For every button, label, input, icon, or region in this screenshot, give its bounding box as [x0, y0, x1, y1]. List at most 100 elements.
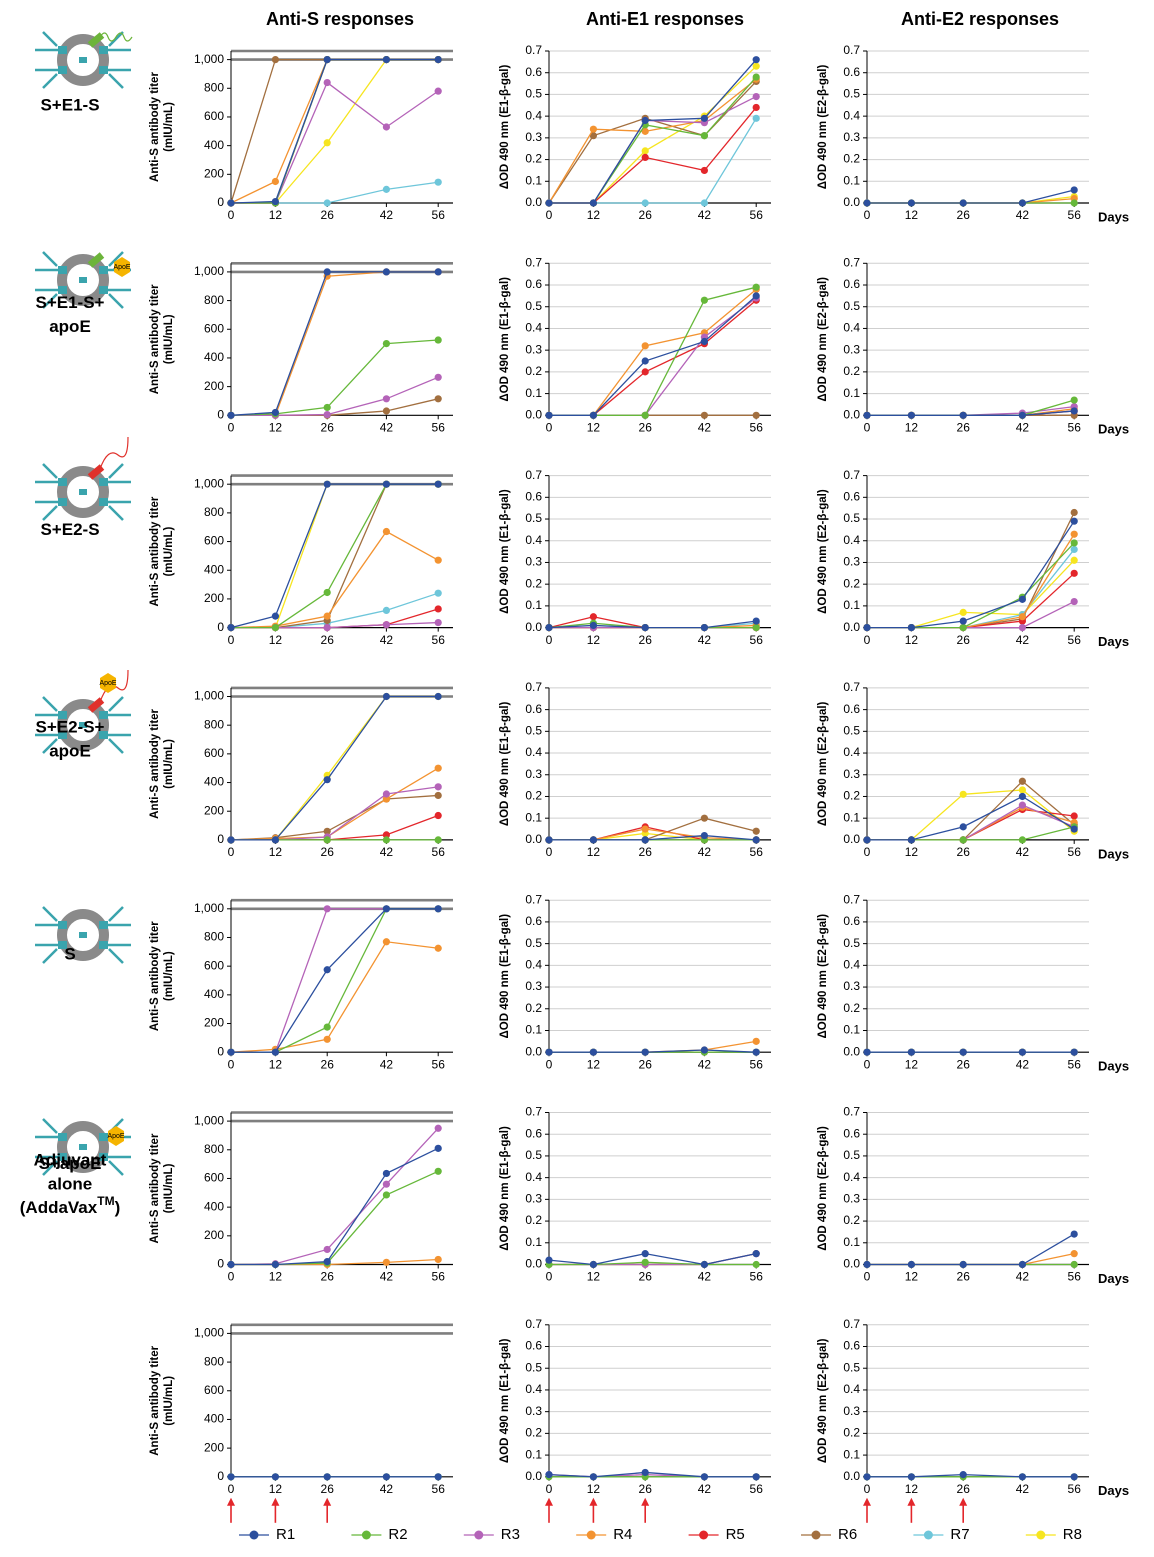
y-tick-label: 0.1 — [525, 1023, 542, 1037]
x-tick-label: 26 — [957, 1270, 971, 1284]
injection-arrowhead — [589, 1498, 597, 1506]
x-tick-label: 56 — [750, 633, 764, 647]
data-point — [753, 1261, 760, 1268]
x-tick-label: 0 — [228, 208, 235, 222]
y-tick-label: 0.4 — [843, 1170, 860, 1184]
y-axis-label: ΔOD 490 nm (E1-β-gal) — [499, 914, 511, 1039]
y-tick-label: 0.3 — [843, 342, 860, 356]
y-tick-label: 0.3 — [843, 979, 860, 993]
y-tick-label: 0.7 — [525, 1317, 542, 1331]
y-tick-label: 0.6 — [843, 1126, 860, 1140]
x-tick-label: 26 — [957, 208, 971, 222]
legend-label: R5 — [726, 1526, 745, 1543]
y-axis-label: (mIU/mL) — [163, 527, 175, 577]
y-tick-label: 0.2 — [525, 789, 542, 803]
y-tick-label: 0.4 — [843, 958, 860, 972]
x-tick-label: 26 — [321, 208, 335, 222]
x-tick-label: 12 — [587, 420, 601, 434]
y-axis-label: (mIU/mL) — [163, 739, 175, 789]
data-point — [227, 199, 234, 206]
data-point — [1019, 1473, 1026, 1480]
y-tick-label: 1,000 — [194, 689, 224, 703]
data-point — [324, 1258, 331, 1265]
series-line — [549, 66, 756, 203]
y-tick-label: 0.1 — [525, 173, 542, 187]
y-axis-label: ΔOD 490 nm (E2-β-gal) — [817, 65, 829, 190]
data-point — [435, 792, 442, 799]
y-axis-label: ΔOD 490 nm (E1-β-gal) — [499, 489, 511, 614]
y-tick-label: 0.5 — [843, 299, 860, 313]
data-point — [435, 395, 442, 402]
y-tick-label: 0.4 — [525, 321, 542, 335]
data-point — [272, 1261, 279, 1268]
data-point — [435, 905, 442, 912]
y-tick-label: 0.5 — [525, 936, 542, 950]
x-tick-label: 42 — [698, 1270, 712, 1284]
series-line — [231, 182, 438, 203]
x-tick-label: 26 — [321, 1057, 335, 1071]
x-tick-label: 26 — [639, 1482, 653, 1496]
data-point — [435, 374, 442, 381]
y-tick-label: 0.5 — [843, 724, 860, 738]
y-tick-label: 0.1 — [843, 810, 860, 824]
x-tick-label: 56 — [1068, 633, 1082, 647]
y-tick-label: 400 — [204, 350, 224, 364]
y-tick-label: 0.2 — [843, 1426, 860, 1440]
x-tick-label: 42 — [698, 208, 712, 222]
y-tick-label: 0.0 — [843, 832, 860, 846]
data-point — [642, 1469, 649, 1476]
x-tick-label: 56 — [750, 420, 764, 434]
x-tick-label: 56 — [432, 208, 446, 222]
data-point — [324, 624, 331, 631]
series-line — [549, 296, 756, 415]
data-point — [383, 693, 390, 700]
y-tick-label: 0.7 — [843, 1105, 860, 1119]
x-tick-label: 56 — [750, 1482, 764, 1496]
y-tick-label: 0.5 — [525, 511, 542, 525]
x-tick-label: 12 — [905, 1270, 919, 1284]
y-tick-label: 0.5 — [843, 511, 860, 525]
y-tick-label: 0.5 — [843, 936, 860, 950]
x-tick-label: 12 — [269, 420, 283, 434]
x-tick-label: 0 — [546, 633, 553, 647]
data-point — [1071, 397, 1078, 404]
data-point — [435, 557, 442, 564]
data-point — [324, 589, 331, 596]
injection-arrowhead — [641, 1498, 649, 1506]
y-axis-label: ΔOD 490 nm (E1-β-gal) — [499, 701, 511, 826]
data-point — [324, 139, 331, 146]
y-tick-label: 0.3 — [525, 1192, 542, 1206]
series-line — [231, 1128, 438, 1264]
y-axis-label: ΔOD 490 nm (E2-β-gal) — [817, 1126, 829, 1251]
x-tick-label: 26 — [639, 845, 653, 859]
y-tick-label: 0.5 — [525, 1360, 542, 1374]
x-tick-label: 12 — [269, 1057, 283, 1071]
injection-arrowhead — [863, 1498, 871, 1506]
data-point — [642, 154, 649, 161]
y-tick-label: 0.0 — [525, 1044, 542, 1058]
data-point — [324, 776, 331, 783]
y-tick-label: 200 — [204, 379, 224, 393]
y-tick-label: 0.1 — [843, 1235, 860, 1249]
y-tick-label: 0.6 — [843, 489, 860, 503]
data-point — [272, 178, 279, 185]
x-tick-label: 26 — [957, 1057, 971, 1071]
data-point — [545, 1257, 552, 1264]
icon — [35, 437, 131, 520]
row-label: S+E1-S+ — [36, 293, 105, 312]
data-point — [701, 297, 708, 304]
data-point — [1019, 836, 1026, 843]
data-point — [701, 132, 708, 139]
x-tick-label: 12 — [587, 845, 601, 859]
series-line — [231, 340, 438, 415]
data-point — [960, 836, 967, 843]
x-tick-label: 42 — [698, 633, 712, 647]
y-axis-label: Anti-S antibody titer — [149, 72, 161, 182]
data-point — [753, 104, 760, 111]
data-point — [227, 1261, 234, 1268]
y-axis-label: Anti-S antibody titer — [149, 1345, 161, 1455]
data-point — [435, 693, 442, 700]
data-point — [435, 1145, 442, 1152]
data-point — [753, 1250, 760, 1257]
y-axis-label: (mIU/mL) — [163, 102, 175, 152]
